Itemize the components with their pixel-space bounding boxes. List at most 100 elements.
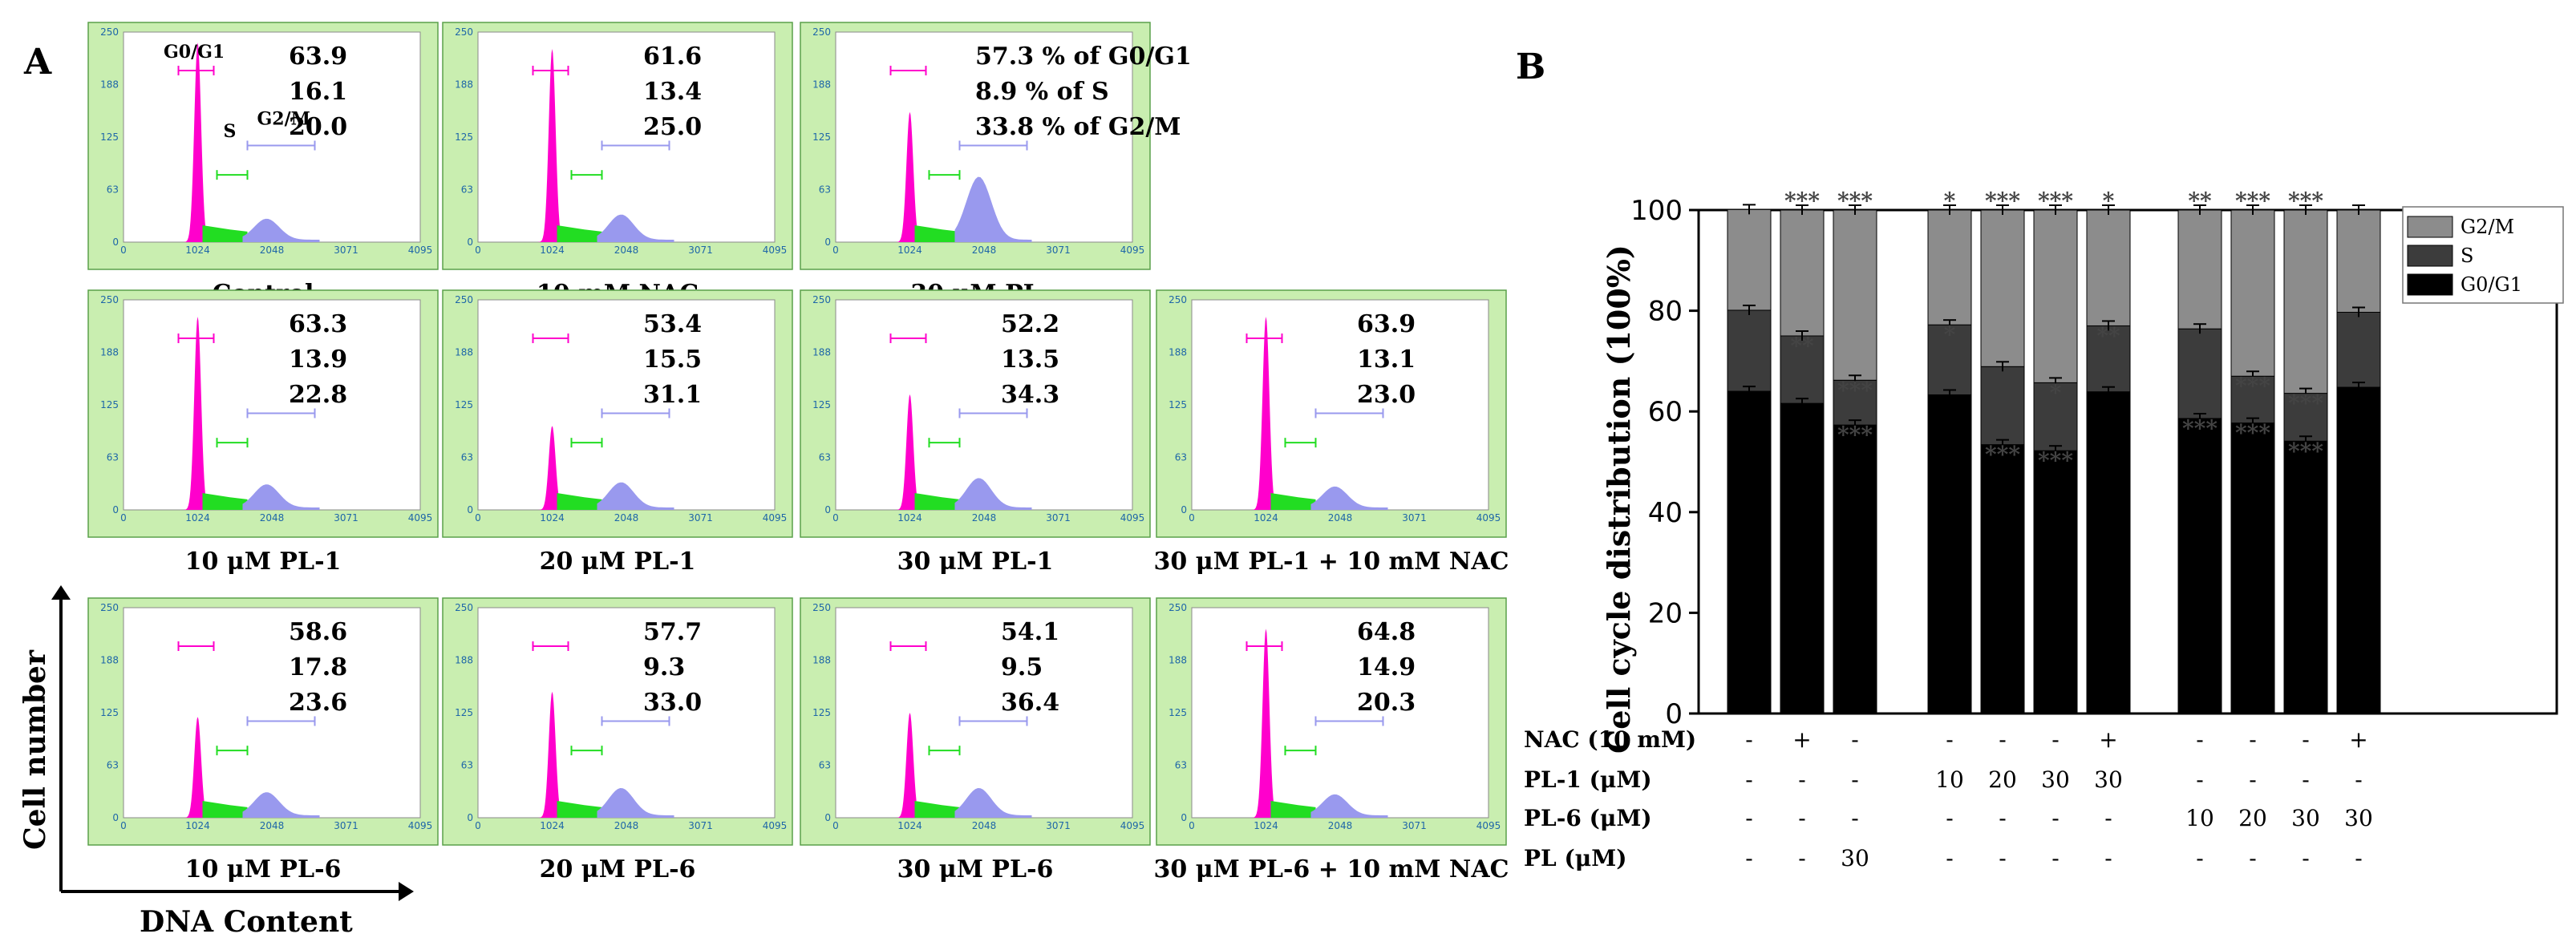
histogram-y-tick: 125 <box>455 131 473 143</box>
bar-g2m <box>1780 209 1825 337</box>
histogram-plot-area <box>835 607 1133 819</box>
s-gate-label: S <box>224 121 237 142</box>
histogram-x-tick: 0 <box>475 820 481 831</box>
g2m-percent: 34.3 <box>1001 381 1059 409</box>
histogram-x-tick: 1024 <box>897 512 922 524</box>
histogram-x-tick: 4095 <box>1120 245 1145 256</box>
table-cell: - <box>1798 845 1805 871</box>
g2m-region <box>597 214 674 242</box>
y-tick-label: 20 <box>1648 597 1683 629</box>
g2m-gate-label: G2/M <box>257 108 310 129</box>
g2m-region <box>954 176 1032 242</box>
histogram-x-tick: 0 <box>475 512 481 524</box>
panel-b: B Cell cycle distribution (100%) 0 20 40 60… <box>1516 46 2564 871</box>
histogram-caption: 30 μM PL-6 + 10 mM NAC <box>1154 855 1509 883</box>
g0g1-peak <box>1251 317 1281 510</box>
bar-s <box>2033 382 2078 451</box>
significance-s: *** <box>2235 373 2270 399</box>
histogram-y-tick: 188 <box>812 79 831 91</box>
bar-g2m <box>2086 209 2131 326</box>
histogram-caption: 30 μM PL-1 <box>897 548 1054 576</box>
table-cell: - <box>1745 845 1752 871</box>
bar-s <box>1833 379 1877 426</box>
s-region <box>914 493 960 510</box>
histogram-x-tick: 0 <box>1189 820 1195 831</box>
histogram-y-tick: 125 <box>1169 707 1187 718</box>
significance-top: *** <box>2288 188 2323 214</box>
histogram-panel: 0 63 125 188 250 0 1024 2048 3071 4095 61.6 13.4 25.… <box>442 22 793 308</box>
g0g1-peak <box>895 713 925 818</box>
histogram-x-tick: 1024 <box>185 512 210 524</box>
g2m-percent: 23.0 <box>1357 381 1416 409</box>
histogram-x-tick: 3071 <box>1046 820 1071 831</box>
histogram-x-tick: 3071 <box>334 820 358 831</box>
histogram-plot-area <box>477 31 776 243</box>
legend-label: S <box>2461 245 2473 267</box>
histogram-x-tick: 1024 <box>897 245 922 256</box>
histogram-panel: 0 63 125 188 250 0 1024 2048 3071 4095 52.2 13.5 34.… <box>800 289 1151 576</box>
histogram-x-tick: 0 <box>832 512 839 524</box>
bar-s <box>1980 366 2025 446</box>
histogram-y-tick: 0 <box>1181 504 1187 515</box>
g2m-region <box>954 478 1032 510</box>
s-percent: 17.8 <box>289 653 347 681</box>
g0g1-peak <box>183 42 213 242</box>
histogram-y-tick: 0 <box>112 812 119 823</box>
significance-top: *** <box>2235 188 2270 214</box>
histogram-caption: 10 μM PL-1 <box>185 548 342 576</box>
histogram-y-tick: 63 <box>1175 760 1187 771</box>
bar-g0g1 <box>2230 422 2275 714</box>
bar-g0g1 <box>1727 390 1772 714</box>
histogram-y-tick: 63 <box>107 452 119 463</box>
g2m-region <box>242 484 320 510</box>
g0g1-peak <box>183 717 213 818</box>
bar-s <box>1727 309 1772 392</box>
histogram-panel: 0 63 125 188 250 0 1024 2048 3071 4095 53.4 15.5 31.… <box>442 289 793 576</box>
histogram-x-tick: 2048 <box>972 512 997 524</box>
g2m-percent: 33.0 <box>643 689 702 717</box>
table-cell: 30 <box>2041 766 2070 793</box>
g2m-percent: 31.1 <box>643 381 702 409</box>
g2m-percent: 25.0 <box>643 113 702 141</box>
table-row-label: PL-1 (μM) <box>1524 766 1652 793</box>
significance-top: ** <box>2188 188 2212 214</box>
g2m-percent: 36.4 <box>1001 689 1059 717</box>
g0g1-peak <box>537 49 567 242</box>
table-cell: - <box>2249 726 2256 753</box>
histogram-y-tick: 250 <box>100 602 119 613</box>
dna-content-label: DNA Content <box>140 905 353 939</box>
histogram-y-tick: 250 <box>455 602 473 613</box>
bar-s <box>2230 375 2275 424</box>
histogram-y-tick: 63 <box>461 184 473 196</box>
histogram-y-tick: 0 <box>824 236 831 248</box>
histogram-y-tick: 63 <box>819 452 831 463</box>
histogram-x-tick: 1024 <box>540 512 565 524</box>
histogram-y-tick: 63 <box>1175 452 1187 463</box>
g0g1-percent: 63.9 <box>289 42 347 71</box>
bar-g2m <box>1833 209 1877 381</box>
g0g1-percent: 58.6 <box>289 618 347 646</box>
bar-g0g1 <box>2283 440 2328 714</box>
histogram-grid: 0 63 125 188 250 0 1024 2048 3071 4095 G0/G1 S G2/M 6… <box>87 22 1509 883</box>
histogram-y-tick: 0 <box>467 504 473 515</box>
s-percent: 15.5 <box>643 346 702 374</box>
table-row-label: PL (μM) <box>1524 845 1626 871</box>
table-cell: 20 <box>1988 766 2017 793</box>
histogram-y-tick: 63 <box>819 760 831 771</box>
histogram-plot-area <box>835 299 1133 511</box>
s-percent: 9.5 <box>1001 653 1043 681</box>
histogram-y-tick: 125 <box>812 707 831 718</box>
bar-g0g1 <box>1833 424 1877 714</box>
bar-s <box>1927 324 1972 395</box>
histogram-x-tick: 2048 <box>260 245 285 256</box>
histogram-x-tick: 2048 <box>614 820 639 831</box>
table-cell: - <box>2104 845 2112 871</box>
histogram-plot-area <box>1191 607 1489 819</box>
histogram-y-tick: 125 <box>812 131 831 143</box>
table-cell: + <box>2099 726 2117 753</box>
histogram-caption: 20 μM PL-6 <box>540 855 696 883</box>
g0g1-peak <box>895 394 925 510</box>
table-cell: - <box>2051 845 2059 871</box>
table-cell: + <box>1792 726 1811 753</box>
